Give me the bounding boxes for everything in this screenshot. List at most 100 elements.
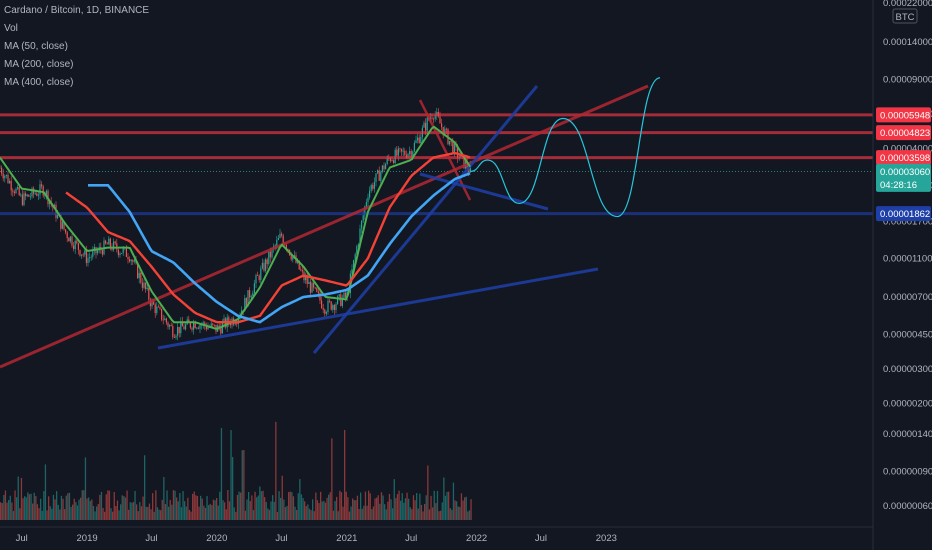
volume-bar [140,506,143,520]
volume-bar [56,491,58,520]
price-tag-label: 0.00001862 [880,209,930,220]
candle-body [97,250,99,254]
volume-bar [377,495,379,520]
volume-bar [212,499,215,520]
candle-body [129,259,131,262]
indicator-vol[interactable]: Vol [4,23,18,34]
candle-body [178,326,180,334]
volume-bar [323,500,325,520]
volume-bar [356,495,359,520]
volume-bar [464,497,466,520]
volume-bar [214,500,216,520]
indicator-ma200[interactable]: MA (200, close) [4,59,74,70]
candle-body [396,149,398,156]
trendline-blue-steep[interactable] [312,85,539,354]
volume-bar [22,498,24,520]
volume-bar [155,490,157,520]
price-tag[interactable] [876,107,931,123]
volume-bar [430,495,432,520]
volume-bar [96,506,98,520]
volume-bar [121,495,123,520]
currency-badge[interactable]: BTC [892,8,918,24]
symbol-title[interactable]: Cardano / Bitcoin, 1D, BINANCE [4,5,150,16]
volume-bar [177,501,179,520]
price-tick-label: 0.00000700 [883,292,932,303]
candle-body [381,165,383,172]
volume-bar [440,510,442,520]
volume-bar [364,491,367,520]
candle-body [197,327,199,329]
volume-bar [368,490,370,520]
candle-body [252,293,254,296]
ma400-line[interactable] [88,172,471,324]
candle-body [20,194,22,196]
trendline-red-rising[interactable] [0,84,649,369]
price-tags[interactable]: 0.00005948 0.00004823 0.00003598 0.00003060… [876,107,931,222]
volume-bar [467,511,469,520]
volume-bar [180,507,183,520]
volume-bar [252,510,255,520]
volume-bar [107,490,109,520]
price-tag[interactable] [876,206,931,222]
volume-bar [51,508,53,520]
volume-bar [419,493,421,520]
ma50-line[interactable] [0,125,471,330]
volume-bar [161,499,163,520]
indicator-ma50[interactable]: MA (50, close) [4,41,68,52]
candle-body [61,221,63,229]
volume-bar [296,510,298,520]
volume-bar [81,490,83,520]
candle-body [457,146,459,158]
trendline-blue-down[interactable] [419,172,549,211]
volume-bar [64,509,66,520]
volume-bar [136,504,138,520]
candle-body [255,275,257,284]
candle-body [324,309,326,314]
volume-bar [401,493,403,520]
candle-body [385,163,387,170]
volume-bar [83,490,85,520]
volume-bar [67,493,69,520]
bar-countdown: 04:28:16 [880,180,917,191]
candle-body [12,190,14,192]
time-axis[interactable]: Jul 2019 Jul 2020 Jul 2021 Jul 2022 Jul 2023 [16,533,617,544]
trendline-blue-low[interactable] [157,267,599,350]
candle-body [26,194,28,197]
candle-body [119,253,121,256]
ma200-line[interactable] [65,151,471,324]
candle-body [87,257,89,263]
candle-body [18,187,20,196]
price-tag[interactable] [876,163,931,192]
time-tick-label: Jul [405,533,417,544]
volume-bar [300,494,303,520]
candle-body [165,318,167,323]
candle-body [325,312,327,314]
volume-bar [222,500,224,520]
price-tag[interactable] [876,125,931,141]
volume-bar [129,502,131,520]
indicator-ma400[interactable]: MA (400, close) [4,77,74,88]
volume-bar [187,497,189,520]
trendline-red-short[interactable] [418,99,472,201]
volume-bar [446,491,448,520]
candle-body [4,175,6,179]
candle-body [41,184,43,187]
candle-body [426,117,428,131]
trendlines[interactable] [0,84,649,369]
volume-bar [470,499,472,520]
volume-bar [30,493,32,520]
volume-bar [232,456,234,520]
projection-path[interactable] [470,77,661,218]
candle-body [185,324,187,330]
volume-bar [24,496,26,520]
volume-bar [390,499,392,520]
volume-bar [297,493,299,520]
candle-body [257,275,259,276]
volume-bar [449,508,451,520]
volume-bar [163,476,165,520]
price-tag[interactable] [876,150,931,166]
volume-bar [272,495,274,520]
volume-bar [262,490,264,520]
